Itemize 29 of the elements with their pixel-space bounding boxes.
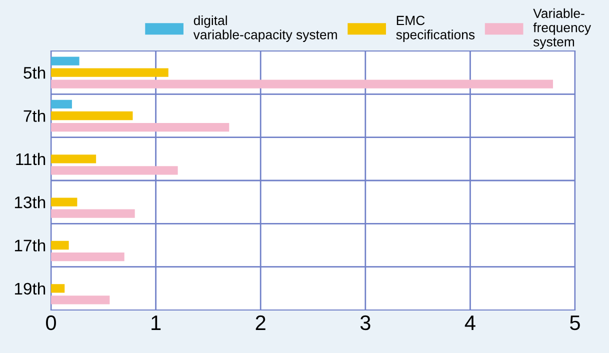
bar (51, 166, 178, 175)
legend-label: digital variable-capacity system (193, 15, 337, 42)
bar (51, 252, 124, 262)
bar (51, 240, 69, 250)
bar (51, 80, 553, 88)
bar (51, 111, 133, 120)
bar (51, 122, 230, 132)
bar (51, 296, 110, 304)
x-tick-label: 3 (360, 315, 370, 330)
bar (51, 154, 96, 164)
bar (51, 284, 65, 293)
y-tick-label: 19th (14, 282, 46, 295)
x-tick-label: 0 (46, 315, 56, 330)
x-tick-label: 5 (570, 316, 580, 330)
y-tick-label: 5th (24, 66, 46, 79)
legend-label: Variable- frequency system (533, 8, 592, 50)
bar (51, 100, 72, 109)
legend-label: EMC specifications (396, 16, 475, 42)
bar (51, 209, 135, 218)
x-tick-label: 2 (256, 315, 266, 330)
y-tick-label: 17th (14, 239, 46, 252)
y-tick-label: 7th (24, 110, 46, 122)
y-tick-label: 13th (14, 196, 46, 208)
bar (51, 68, 168, 77)
bar (51, 56, 80, 66)
x-tick-label: 1 (152, 316, 161, 330)
y-tick-label: 11th (16, 152, 46, 166)
x-tick-label: 4 (464, 316, 476, 330)
bar (51, 198, 78, 206)
